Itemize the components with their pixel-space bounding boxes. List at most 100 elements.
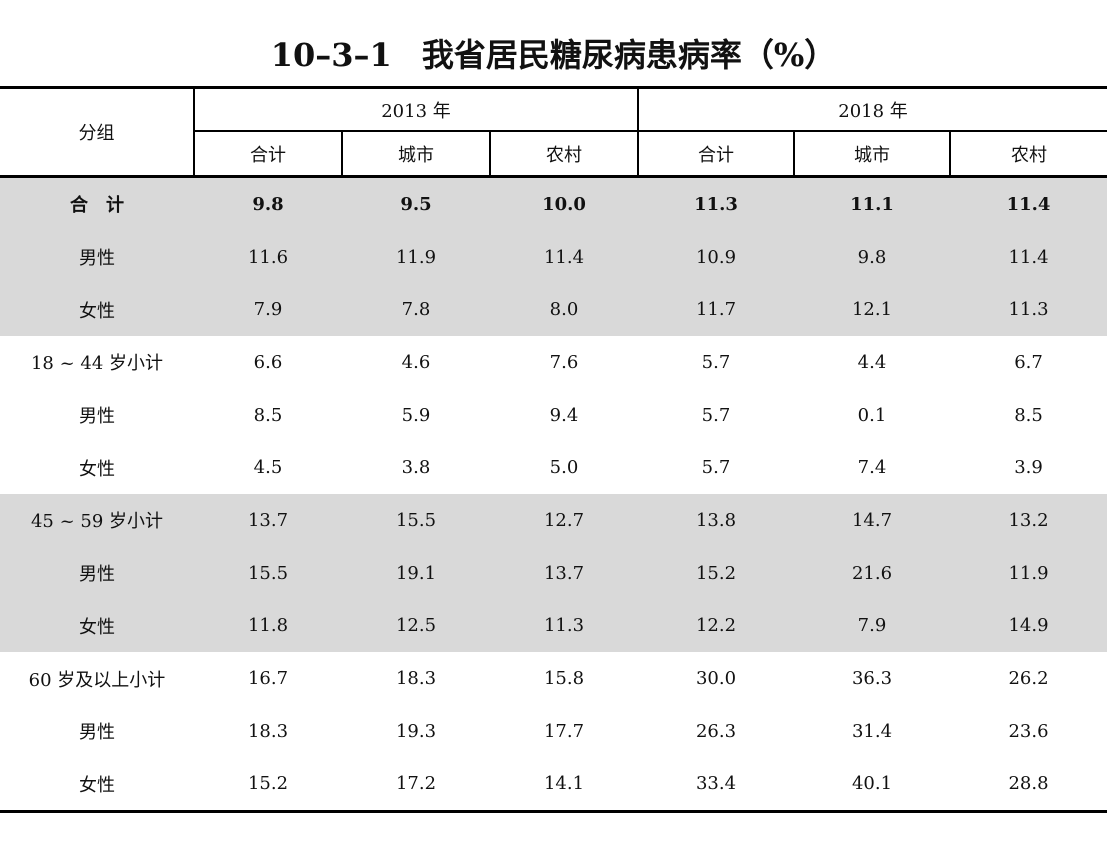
- value-cell: 10.9: [638, 230, 794, 284]
- value-cell: 36.3: [851, 668, 893, 690]
- value-cell: 11.4: [490, 230, 638, 284]
- table-row: 60 岁及以上小计 16.7 18.3 15.8 30.0 36.3 26.2: [0, 652, 1107, 705]
- value-cell: 23.6: [1008, 720, 1049, 742]
- value-cell: 11.4: [950, 230, 1107, 284]
- row-label: 男性: [0, 546, 194, 600]
- value-cell: 5.9: [401, 404, 431, 426]
- value-cell: 11.7: [638, 283, 794, 337]
- value-cell: 19.1: [342, 546, 490, 600]
- table-row: 女性 15.2 17.2 14.1 33.4 40.1 28.8: [0, 758, 1107, 812]
- table-row: 男性 11.6 11.9 11.4 10.9 9.8 11.4: [0, 230, 1107, 284]
- value-cell: 13.2: [950, 494, 1107, 547]
- value-cell: 3.8: [401, 457, 431, 479]
- table-row: 男性 18.3 19.3 17.7 26.3 31.4 23.6: [0, 705, 1107, 758]
- value-cell: 40.1: [851, 773, 893, 795]
- value-cell: 15.8: [543, 668, 585, 690]
- value-cell: 18.3: [395, 668, 437, 690]
- table-row: 18 ~ 44 岁小计 6.6 4.6 7.6 5.7 4.4 6.7: [0, 336, 1107, 389]
- subheader-2018-rural: 农村: [950, 131, 1107, 178]
- year-header-2013: 2013 年: [194, 87, 639, 132]
- value-cell: 15.5: [194, 546, 342, 600]
- value-cell: 7.9: [794, 599, 950, 653]
- value-cell: 19.3: [395, 720, 437, 742]
- value-cell: 17.2: [395, 773, 437, 795]
- value-cell: 30.0: [695, 668, 737, 690]
- value-cell: 7.9: [194, 283, 342, 337]
- group-header: 分组: [0, 87, 195, 178]
- value-cell: 8.0: [490, 283, 638, 337]
- value-cell: 21.6: [794, 546, 950, 600]
- year-header-2018: 2018 年: [638, 87, 1107, 132]
- value-cell: 14.7: [794, 494, 950, 547]
- row-label: 女性: [0, 599, 194, 653]
- subheader-2013-rural: 农村: [490, 131, 639, 178]
- value-cell: 11.9: [342, 230, 490, 284]
- value-cell: 6.6: [253, 351, 283, 373]
- value-cell: 7.8: [342, 283, 490, 337]
- table-number: 10–3–1: [270, 36, 392, 74]
- subheader-2013-total: 合计: [194, 131, 343, 178]
- value-cell: 16.7: [247, 668, 289, 690]
- value-cell: 11.3: [490, 599, 638, 653]
- table-row: 男性 8.5 5.9 9.4 5.7 0.1 8.5: [0, 389, 1107, 442]
- value-cell: 26.3: [695, 720, 737, 742]
- table-title-text: 我省居民糖尿病患病率（%）: [421, 36, 837, 74]
- value-cell: 33.4: [695, 773, 737, 795]
- value-cell: 11.6: [194, 230, 342, 284]
- row-label: 男性: [0, 230, 194, 284]
- value-cell: 11.8: [194, 599, 342, 653]
- value-cell: 6.7: [1014, 351, 1043, 373]
- value-cell: 8.5: [253, 404, 283, 426]
- value-cell: 4.4: [857, 351, 887, 373]
- value-cell: 5.7: [701, 457, 731, 479]
- value-cell: 0.1: [857, 404, 887, 426]
- row-label: 45 ~ 59 岁小计: [0, 494, 194, 547]
- value-cell: 5.7: [701, 404, 731, 426]
- value-cell: 15.2: [247, 773, 289, 795]
- value-cell: 11.3: [950, 283, 1107, 337]
- value-cell: 7.4: [857, 457, 887, 479]
- value-cell: 14.1: [543, 773, 585, 795]
- table-row: 男性 15.5 19.1 13.7 15.2 21.6 11.9: [0, 546, 1107, 600]
- table-row: 女性 4.5 3.8 5.0 5.7 7.4 3.9: [0, 441, 1107, 494]
- value-cell: 13.8: [638, 494, 794, 547]
- value-cell: 9.8: [194, 176, 342, 231]
- prevalence-table: 分组 2013 年 2018 年 合计 城市 农村 合计 城市 农村 合 计 9.…: [0, 86, 1107, 814]
- table-row: 女性 11.8 12.5 11.3 12.2 7.9 14.9: [0, 599, 1107, 653]
- value-cell: 31.4: [851, 720, 893, 742]
- value-cell: 17.7: [543, 720, 585, 742]
- value-cell: 12.7: [490, 494, 638, 547]
- row-label: 合 计: [0, 176, 194, 231]
- value-cell: 11.4: [950, 176, 1107, 231]
- value-cell: 14.9: [950, 599, 1107, 653]
- row-label: 18 ~ 44 岁小计: [30, 353, 164, 375]
- value-cell: 12.2: [638, 599, 794, 653]
- table-body: 合 计 9.8 9.5 10.0 11.3 11.1 11.4 男性 11.6 11.9 11.4 1…: [0, 176, 1107, 812]
- value-cell: 10.0: [490, 176, 638, 231]
- value-cell: 8.5: [1014, 404, 1043, 426]
- value-cell: 4.6: [401, 351, 431, 373]
- header-year-row: 分组 2013 年 2018 年: [0, 87, 1107, 178]
- value-cell: 9.4: [549, 404, 579, 426]
- value-cell: 11.1: [794, 176, 950, 231]
- value-cell: 26.2: [1008, 668, 1049, 690]
- subheader-2018-urban: 城市: [794, 131, 951, 178]
- subheader-2013-urban: 城市: [342, 131, 491, 178]
- value-cell: 12.5: [342, 599, 490, 653]
- value-cell: 9.5: [342, 176, 490, 231]
- value-cell: 15.2: [638, 546, 794, 600]
- value-cell: 5.7: [701, 351, 731, 373]
- value-cell: 13.7: [194, 494, 342, 547]
- row-label: 男性: [79, 406, 115, 428]
- value-cell: 5.0: [549, 457, 579, 479]
- value-cell: 12.1: [794, 283, 950, 337]
- value-cell: 7.6: [549, 351, 579, 373]
- value-cell: 11.3: [638, 176, 794, 231]
- table-row: 女性 7.9 7.8 8.0 11.7 12.1 11.3: [0, 283, 1107, 337]
- value-cell: 15.5: [342, 494, 490, 547]
- value-cell: 11.9: [950, 546, 1107, 600]
- value-cell: 3.9: [1014, 457, 1043, 479]
- table-row: 合 计 9.8 9.5 10.0 11.3 11.1 11.4: [0, 176, 1107, 231]
- subheader-2018-total: 合计: [638, 131, 795, 178]
- table-row: 45 ~ 59 岁小计 13.7 15.5 12.7 13.8 14.7 13.2: [0, 494, 1107, 547]
